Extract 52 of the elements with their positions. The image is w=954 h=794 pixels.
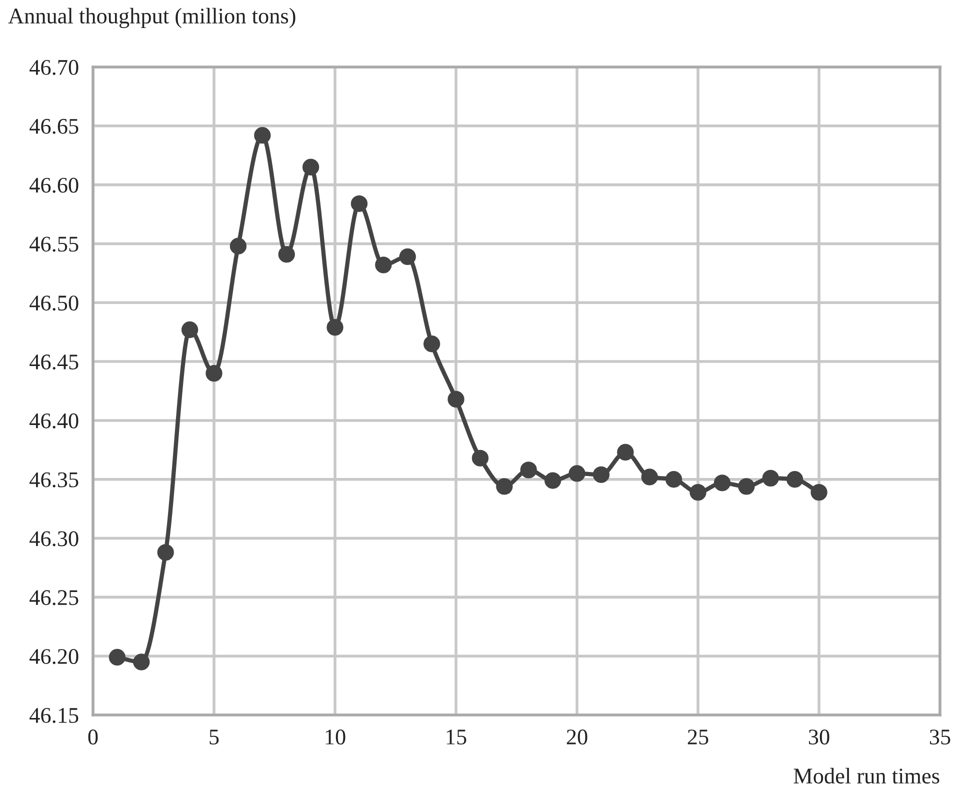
x-tick-label: 20	[566, 730, 588, 745]
x-tick-label: 15	[446, 730, 466, 745]
y-axis-title: Annual thoughput (million tons)	[8, 8, 296, 28]
x-tick-label: 10	[326, 730, 346, 745]
point	[278, 246, 295, 263]
y-tick-label: 46.55	[30, 236, 78, 252]
point	[423, 336, 440, 352]
point	[544, 472, 562, 489]
y-tick-label: 46.60	[30, 178, 78, 193]
x-tick-label: 30	[808, 730, 830, 745]
point	[641, 468, 658, 486]
point	[254, 127, 271, 144]
point	[738, 478, 755, 495]
x-tick-label: 0	[88, 730, 98, 745]
point	[448, 390, 464, 408]
point	[350, 195, 368, 212]
x-axis-title: Model run times	[794, 768, 940, 784]
x-tick-label: 5	[210, 730, 219, 745]
point	[472, 450, 489, 466]
point	[786, 471, 804, 488]
point	[181, 321, 198, 338]
point	[133, 654, 150, 670]
y-tick-label: 46.15	[30, 708, 78, 724]
y-tick-label: 46.30	[30, 531, 78, 546]
point	[399, 248, 416, 266]
point	[665, 471, 682, 488]
point	[568, 465, 586, 482]
y-tick-label: 46.65	[30, 118, 78, 134]
point	[108, 648, 126, 666]
y-tick-label: 46.25	[30, 590, 78, 606]
y-tick-label: 46.70	[30, 60, 78, 76]
y-tick-label: 46.20	[30, 649, 78, 664]
point	[302, 158, 320, 176]
point	[496, 478, 513, 495]
point	[230, 238, 247, 254]
point	[592, 466, 610, 483]
point	[762, 470, 779, 487]
point	[690, 484, 706, 501]
point	[714, 474, 731, 492]
x-tick-label: 35	[930, 730, 950, 745]
y-tick-label: 46.40	[30, 413, 78, 428]
point	[810, 484, 828, 501]
y-tick-label: 46.45	[30, 354, 78, 370]
y-tick-label: 46.35	[30, 472, 78, 488]
point	[520, 462, 537, 478]
point	[157, 544, 174, 561]
y-tick-label: 46.50	[30, 296, 78, 311]
point	[206, 364, 222, 382]
point	[375, 256, 392, 274]
x-tick-label: 25	[688, 730, 708, 745]
point	[617, 444, 634, 461]
point	[326, 319, 344, 336]
